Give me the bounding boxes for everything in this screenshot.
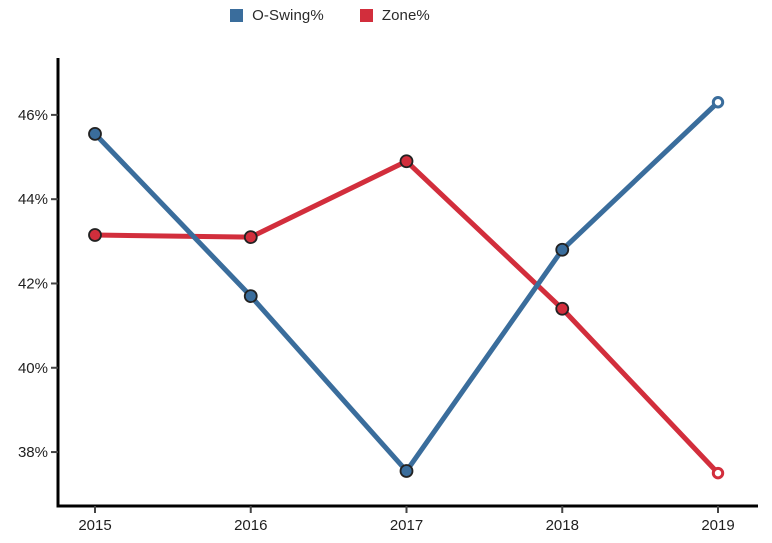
data-point-oswing-2015[interactable] [88,126,102,141]
data-point-oswing-2018[interactable] [555,242,570,257]
y-axis-tick-label: 44% [18,191,48,208]
data-point-zone-2019[interactable] [711,466,725,480]
y-axis-tick-label: 40% [18,360,48,377]
data-point-zone-2017[interactable] [399,154,414,169]
y-axis-tick-label: 46% [18,107,48,124]
legend-swatch-zone-icon [359,9,373,22]
legend-item-oswing[interactable]: O-Swing% [230,7,324,24]
y-axis-tick-label: 38% [18,444,48,461]
x-axis-tick-label: 2017 [390,517,423,534]
chart-legend: O-Swing% Zone% [0,7,716,24]
data-point-oswing-2019[interactable] [711,96,725,109]
data-point-zone-2015[interactable] [88,228,102,242]
legend-swatch-oswing-icon [230,9,244,22]
legend-label-zone: Zone% [381,7,430,24]
x-axis-tick-label: 2018 [546,517,579,534]
x-axis-tick-label: 2019 [701,517,734,534]
y-axis-tick-label: 42% [18,275,48,292]
x-axis-tick-label: 2016 [234,517,267,534]
data-point-oswing-2016[interactable] [243,289,258,304]
legend-item-zone[interactable]: Zone% [359,7,430,24]
data-point-oswing-2017[interactable] [399,464,414,478]
series-line-zone [92,158,721,476]
data-point-zone-2018[interactable] [555,301,570,316]
legend-label-oswing: O-Swing% [252,7,324,24]
data-point-zone-2016[interactable] [243,230,258,245]
x-axis-tick-label: 2015 [78,517,111,534]
